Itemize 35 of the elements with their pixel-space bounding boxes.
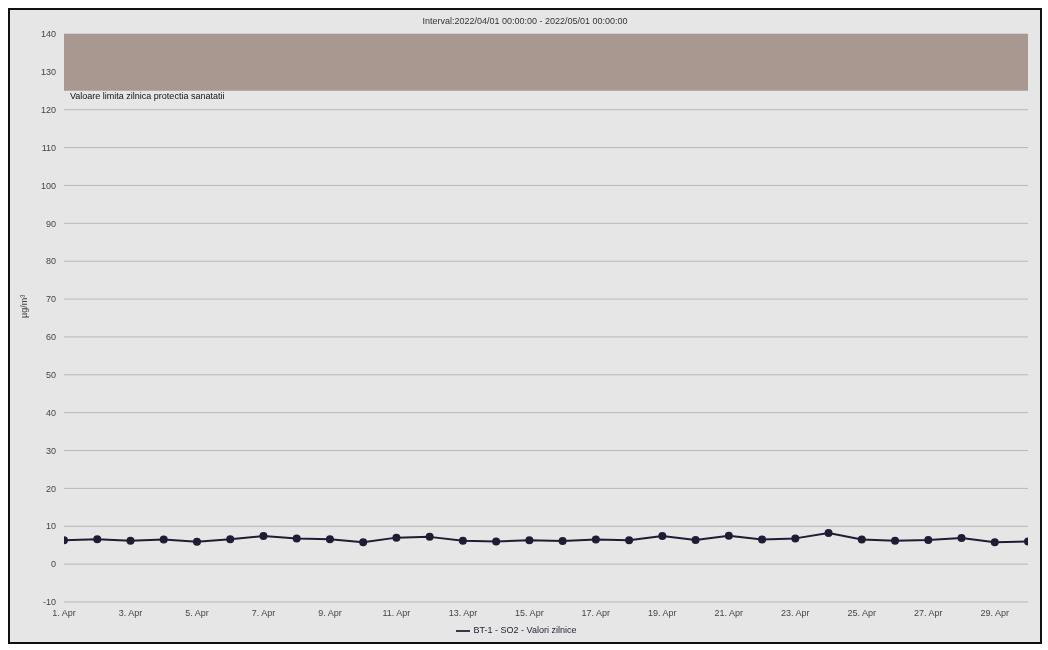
y-tick-label: 20 — [45, 483, 56, 494]
x-tick-label: 17. Apr — [581, 608, 611, 619]
y-tick-label: 80 — [45, 256, 56, 267]
x-tick-label: 1. Apr — [52, 608, 76, 619]
x-tick-label: 19. Apr — [648, 608, 677, 619]
chart-title: Interval:2022/04/01 00:00:00 - 2022/05/01 00:00:00 — [421, 15, 629, 28]
y-tick-label: 30 — [45, 445, 56, 456]
x-tick-label: 9. Apr — [318, 608, 342, 619]
y-tick-label: 130 — [40, 67, 56, 78]
x-tick-label: 7. Apr — [251, 608, 276, 619]
x-tick-label: 23. Apr — [781, 608, 810, 619]
band-label: Valoare limita zilnica protectia sanatatii — [70, 90, 225, 101]
y-tick-label: 0 — [50, 559, 56, 570]
x-tick-label: 3. Apr — [118, 608, 143, 619]
y-tick-label: 110 — [41, 142, 56, 153]
y-tick-label: 120 — [40, 104, 56, 115]
x-tick-label: 27. Apr — [914, 608, 943, 619]
y-tick-label: 40 — [45, 407, 56, 418]
x-tick-label: 11. Apr — [382, 608, 411, 619]
x-tick-label: 13. Apr — [448, 608, 478, 619]
x-tick-label: 15. Apr — [515, 608, 544, 619]
y-tick-label: 90 — [45, 218, 56, 229]
y-tick-label: 100 — [40, 180, 56, 191]
y-tick-label: -10 — [42, 597, 56, 608]
x-tick-label: 29. Apr — [980, 608, 1010, 619]
y-tick-label: 10 — [45, 521, 56, 532]
y-tick-label: 50 — [45, 369, 56, 380]
y-tick-label: 60 — [45, 332, 56, 343]
y-tick-label: 140 — [40, 29, 56, 40]
legend-label: BT-1 - SO2 - Valori zilnice — [473, 625, 577, 636]
y-tick-label: 70 — [45, 294, 56, 305]
x-tick-label: 5. Apr — [185, 608, 209, 619]
x-tick-label: 25. Apr — [847, 608, 877, 619]
x-tick-label: 21. Apr — [714, 608, 744, 619]
y-axis-title: µg/m³ — [19, 294, 30, 318]
